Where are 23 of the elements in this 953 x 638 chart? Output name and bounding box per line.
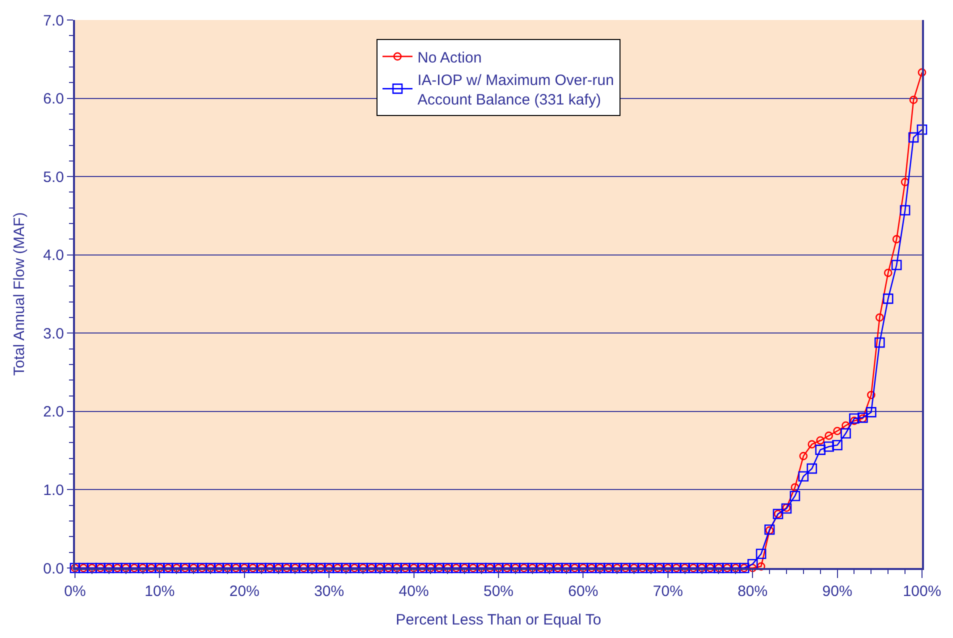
x-tick-label: 80% — [738, 583, 768, 600]
y-tick-label: 1.0 — [43, 482, 64, 499]
x-tick-label: 20% — [229, 583, 260, 600]
y-tick-label: 6.0 — [43, 90, 64, 108]
y-tick-label: 3.0 — [43, 325, 64, 342]
y-tick-label: 2.0 — [43, 404, 64, 421]
y-axis-title: Total Annual Flow (MAF) — [10, 212, 28, 376]
x-axis-title: Percent Less Than or Equal To — [396, 612, 602, 628]
y-tick-label: 5.0 — [43, 168, 64, 186]
legend-label: No Action — [418, 49, 482, 66]
x-tick-label: 30% — [314, 583, 344, 600]
x-tick-label: 90% — [822, 583, 852, 600]
x-tick-label: 40% — [398, 583, 429, 600]
legend-label: IA-IOP w/ Maximum Over-run Account Balance (331 kafy) — [418, 72, 614, 108]
x-tick-label: 70% — [652, 583, 683, 600]
x-tick-label: 0% — [64, 583, 86, 600]
y-tick-label: 4.0 — [43, 247, 64, 264]
x-tick-label: 100% — [902, 583, 942, 600]
x-tick-label: 10% — [144, 583, 175, 600]
x-tick-label: 60% — [568, 583, 598, 600]
y-tick-label: 7.0 — [43, 12, 64, 30]
x-tick-label: 50% — [483, 583, 514, 600]
y-tick-label: 0.0 — [43, 560, 64, 578]
